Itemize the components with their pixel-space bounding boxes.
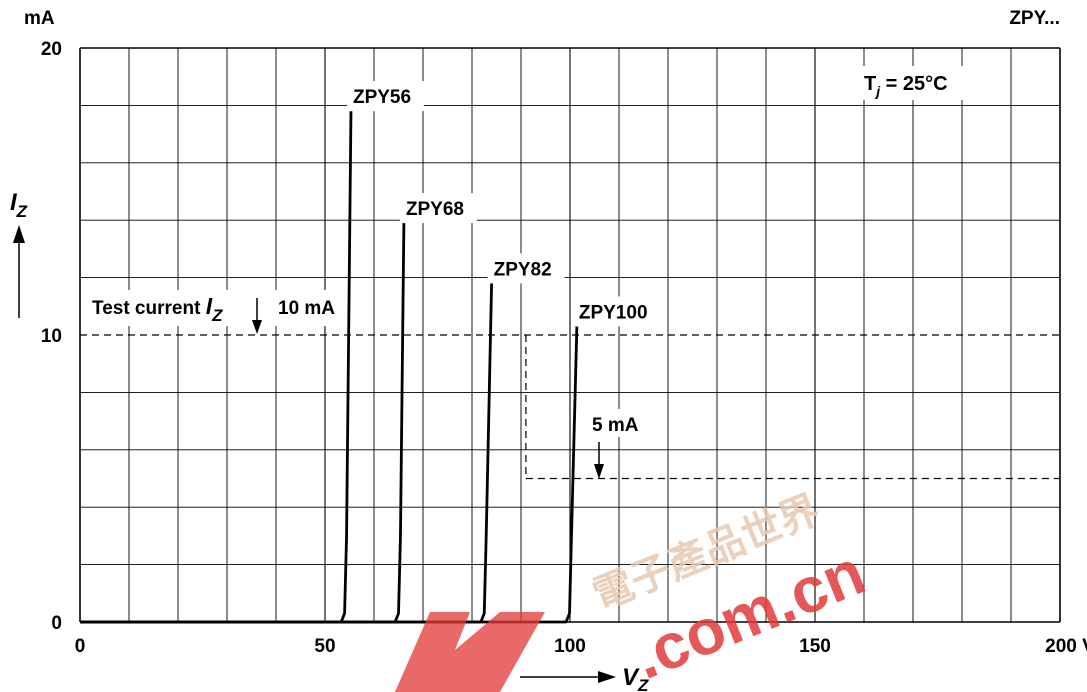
series-label-zpy100: ZPY100: [579, 302, 648, 323]
series-tag: ZPY...: [1009, 8, 1060, 29]
y-tick-label: 0: [51, 613, 62, 634]
watermark: 電子產品世界 .com.cn: [395, 488, 874, 692]
svg-text:VZ: VZ: [622, 664, 649, 692]
x-axis-arrow-head: [598, 671, 616, 683]
test-current-high-value: 10 mA: [278, 298, 335, 319]
series-label-background: [346, 81, 424, 112]
low-current-label-background: [588, 409, 652, 437]
y-axis-symbol: I: [10, 189, 18, 216]
condition-subscript: j: [874, 83, 881, 99]
temperature-condition: Tj = 25°C: [858, 66, 980, 100]
series-label-zpy82: ZPY82: [494, 259, 552, 280]
test-current-low-value: 5 mA: [592, 415, 639, 436]
svg-text:Tj = 25°C: Tj = 25°C: [864, 73, 948, 99]
test-current-annotation: Test current IZ 10 mA 5 mA: [80, 290, 1060, 480]
test-current-subscript: Z: [211, 306, 223, 325]
series-label-background: [487, 253, 565, 284]
x-tick-label: 50: [314, 636, 335, 657]
test-current-symbol: I: [206, 293, 213, 319]
test-current-prefix: Test current: [92, 298, 206, 319]
y-tick-labels: 0 10 20: [41, 39, 62, 634]
series-label-zpy56: ZPY56: [353, 87, 411, 108]
condition-prefix: T: [864, 73, 876, 95]
test-current-label-background: [86, 290, 348, 326]
x-tick-label: 200 V: [1045, 636, 1087, 657]
x-axis-subscript: Z: [637, 676, 649, 692]
condition-background: [858, 66, 980, 100]
watermark-logo-mark: [395, 612, 545, 692]
series-group: ZPY56 ZPY68 ZPY82 ZPY100: [80, 81, 663, 624]
x-axis-label: VZ: [520, 664, 649, 692]
series-line-zpy56: [80, 111, 353, 624]
series-line-zpy82: [80, 283, 493, 624]
y-axis-arrow-head: [13, 225, 25, 243]
x-tick-label: 0: [75, 636, 86, 657]
test-current-arrow-head: [252, 320, 262, 334]
series-line-zpy100: [80, 326, 579, 624]
y-tick-label: 20: [41, 39, 62, 60]
y-axis-subscript: Z: [16, 202, 28, 221]
y-tick-label: 10: [41, 326, 62, 347]
series-label-zpy68: ZPY68: [406, 199, 464, 220]
series-label-background: [399, 193, 477, 224]
x-tick-label: 100: [554, 636, 586, 657]
series-label-background: [572, 296, 663, 327]
y-axis-label: IZ: [10, 189, 28, 318]
y-unit-label: mA: [24, 8, 55, 29]
svg-text:IZ: IZ: [10, 189, 28, 221]
svg-text:Test current IZ: Test current IZ: [92, 293, 223, 325]
x-axis-symbol: V: [622, 664, 640, 691]
x-tick-label: 150: [799, 636, 831, 657]
condition-suffix: = 25°C: [880, 73, 947, 95]
low-current-arrow-head: [594, 464, 604, 479]
x-tick-labels: 0 50 100 150 200 V: [75, 636, 1087, 657]
